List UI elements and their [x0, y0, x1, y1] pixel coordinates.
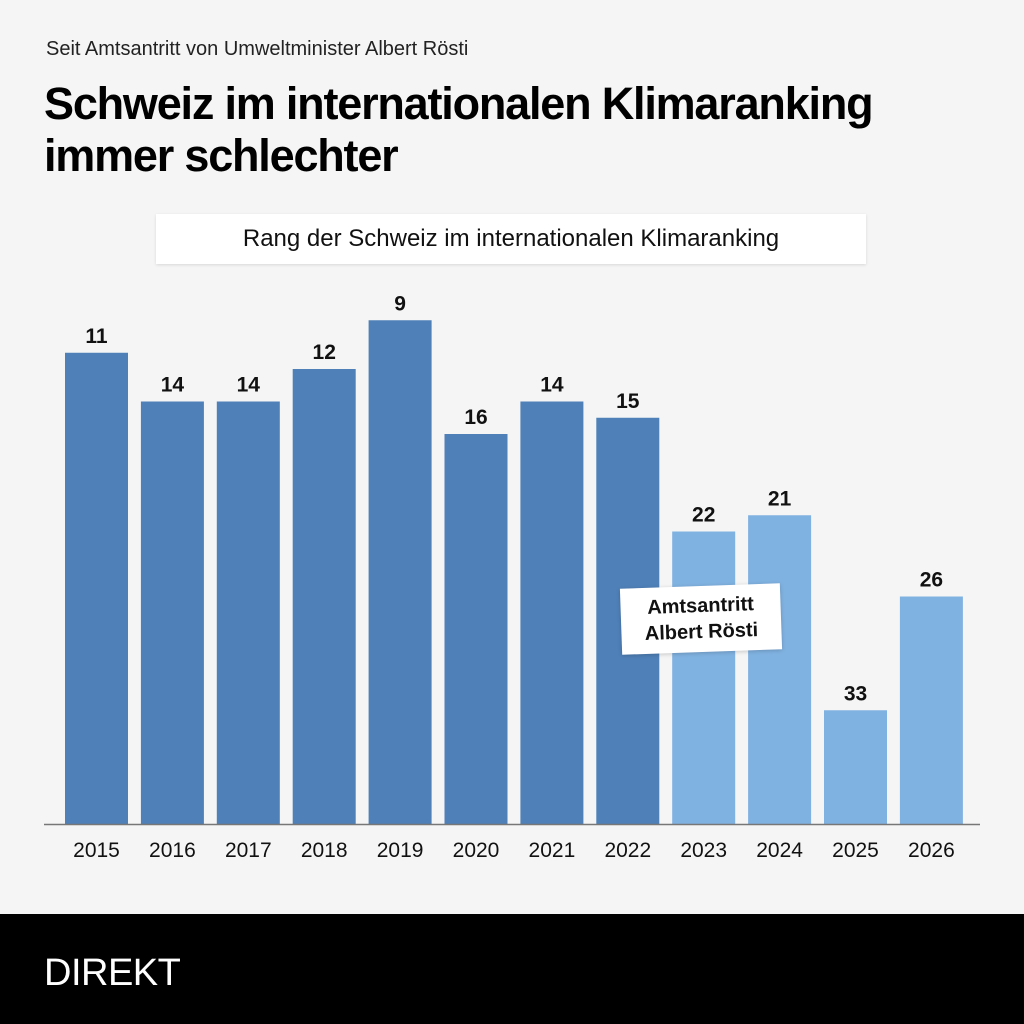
x-tick-label-2023: 2023 — [680, 839, 727, 862]
value-label-2023: 22 — [692, 504, 715, 527]
value-label-2026: 26 — [920, 569, 943, 592]
annotation-amtsantritt: Amtsantritt Albert Rösti — [619, 583, 783, 655]
chart-title: Rang der Schweiz im internationalen Klim… — [156, 214, 866, 264]
value-label-2019: 9 — [394, 292, 406, 315]
x-tick-label-2021: 2021 — [529, 839, 576, 862]
value-label-2017: 14 — [237, 374, 261, 397]
x-tick-label-2017: 2017 — [225, 839, 272, 862]
value-label-2020: 16 — [464, 406, 487, 429]
page-title: Schweiz im internationalen Klimaranking … — [44, 78, 874, 181]
bar-2026 — [899, 596, 963, 824]
value-label-2016: 14 — [161, 374, 185, 397]
brand-logo: DIREKT — [44, 952, 181, 994]
value-label-2025: 33 — [844, 682, 867, 705]
x-tick-label-2025: 2025 — [832, 839, 879, 862]
bar-2025 — [824, 710, 887, 824]
value-label-2018: 12 — [313, 341, 336, 364]
bar-2017 — [216, 401, 280, 824]
bar-chart: 11 2015 14 2016 14 2017 12 2018 9 2019 16 2020 14 202… — [44, 292, 980, 862]
x-tick-label-2020: 2020 — [453, 839, 500, 862]
x-tick-label-2026: 2026 — [908, 839, 955, 862]
bar-2018 — [292, 369, 356, 824]
bar-2024 — [748, 515, 812, 824]
x-tick-label-2019: 2019 — [377, 839, 424, 862]
bar-2021 — [520, 401, 584, 824]
bar-2020 — [444, 434, 508, 824]
footer-bar: DIREKT — [0, 914, 1024, 1024]
value-label-2024: 21 — [768, 487, 792, 510]
annotation-line2: Albert Rösti — [644, 619, 759, 645]
bar-2015 — [65, 352, 128, 824]
x-tick-label-2022: 2022 — [604, 839, 651, 862]
value-label-2022: 15 — [616, 390, 640, 413]
x-tick-label-2018: 2018 — [301, 839, 348, 862]
bar-2019 — [368, 320, 432, 824]
x-tick-label-2016: 2016 — [149, 839, 196, 862]
value-label-2021: 14 — [540, 374, 564, 397]
value-label-2015: 11 — [85, 325, 108, 348]
x-tick-label-2024: 2024 — [756, 839, 803, 862]
x-tick-label-2015: 2015 — [73, 839, 120, 862]
bar-2023 — [672, 531, 736, 824]
bar-2016 — [140, 401, 204, 824]
chart-subtitle: Seit Amtsantritt von Umweltminister Albe… — [46, 38, 469, 60]
